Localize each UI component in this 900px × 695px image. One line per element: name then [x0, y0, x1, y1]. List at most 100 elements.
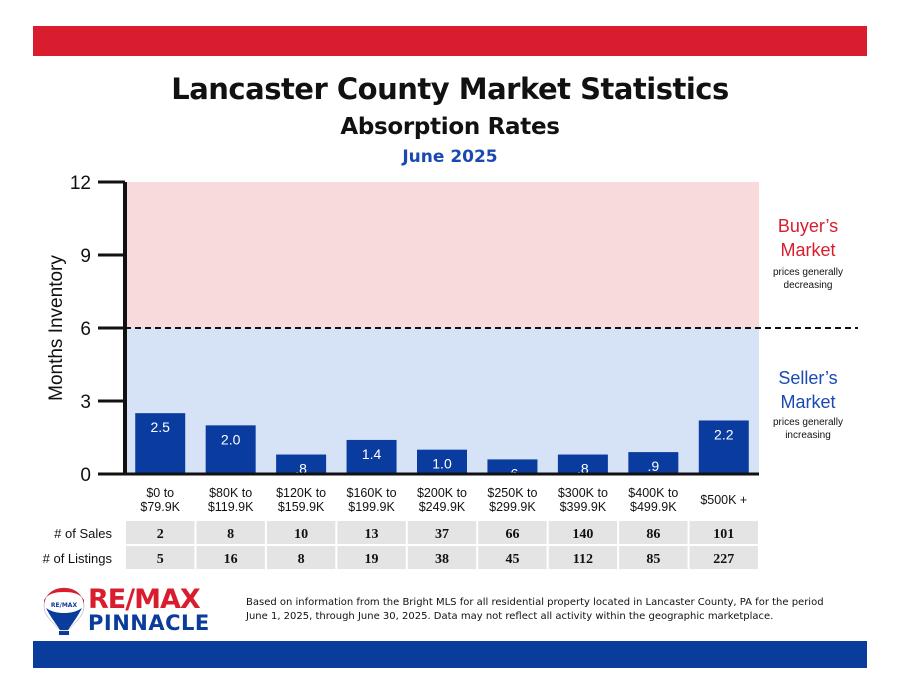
absorption-rate-chart: 2.5 $0 to$79.9K 2.0 $80K to$119.9K .8 $120K t…: [43, 173, 858, 569]
table-cell: [337, 521, 406, 544]
x-tick-label: $160K to: [347, 486, 397, 500]
table-row-label: # of Sales: [54, 526, 112, 541]
x-tick-label: $500K +: [700, 493, 747, 507]
table-cell: [266, 546, 336, 569]
table-cell: [126, 521, 195, 544]
x-tick-label: $499.9K: [630, 500, 677, 514]
buyer-zone-title: Buyer’s: [778, 216, 838, 236]
buyer-zone-title: Market: [780, 240, 835, 260]
bar: [135, 413, 186, 474]
x-tick-label: $159.9K: [278, 500, 325, 514]
bar: [628, 452, 679, 474]
table-cell-value: 140: [572, 527, 593, 542]
table-cell-value: 85: [646, 552, 660, 567]
table-cell: [478, 546, 547, 569]
table-cell: [619, 521, 688, 544]
buyer-market-zone: [125, 182, 759, 328]
bar: [346, 439, 397, 474]
bar: [557, 454, 608, 474]
bar-value-label: 1.4: [362, 446, 382, 462]
table-cell: [126, 546, 195, 569]
x-tick-label: $79.9K: [140, 500, 180, 514]
x-tick-label: $119.9K: [208, 500, 254, 514]
table-row-label: # of Listings: [43, 551, 113, 566]
bar: [487, 459, 538, 474]
bottom-color-band: [33, 641, 867, 668]
x-tick-label: $400K to: [628, 486, 678, 500]
page-title: Lancaster County Market Statistics: [171, 72, 729, 106]
table-cell-value: 10: [294, 527, 308, 542]
y-tick-label: 9: [80, 246, 91, 267]
table-cell-value: 2: [157, 527, 164, 542]
hot-air-balloon-icon: RE/MAX: [43, 587, 85, 635]
buyer-zone-note: decreasing: [784, 280, 833, 291]
table-cell-value: 112: [573, 552, 593, 567]
table-cell-value: 8: [298, 552, 305, 567]
table-cell-value: 38: [435, 552, 449, 567]
x-tick-label: $300K to: [558, 486, 608, 500]
bar-value-label: 2.0: [221, 431, 241, 447]
table-cell: [196, 546, 265, 569]
seller-zone-note: prices generally: [773, 417, 843, 428]
bar: [276, 454, 327, 474]
bar: [205, 425, 256, 474]
x-tick-label: $200K to: [417, 486, 467, 500]
top-color-band: [33, 26, 867, 56]
remax-pinnacle-logo: RE/MAX RE/MAX PINNACLE: [42, 584, 217, 636]
x-tick-label: $299.9K: [489, 500, 536, 514]
y-tick-label: 0: [80, 465, 91, 486]
bar-value-label: .8: [577, 461, 589, 477]
bar-value-label: 2.2: [714, 426, 734, 442]
bar-value-label: .8: [295, 461, 307, 477]
report-period: June 2025: [402, 147, 498, 167]
table-cell-value: 16: [224, 552, 238, 567]
table-cell-value: 5: [157, 552, 164, 567]
bar: [698, 420, 749, 474]
table-cell: [337, 546, 406, 569]
table-cell-value: 13: [365, 527, 379, 542]
table-cell: [689, 521, 758, 544]
y-axis-label: Months Inventory: [46, 255, 67, 401]
table-cell-value: 19: [365, 552, 379, 567]
table-cell: [478, 521, 547, 544]
table-cell: [407, 521, 477, 544]
logo-brand-text: RE/MAX: [88, 584, 201, 615]
table-cell-value: 45: [505, 552, 519, 567]
x-tick-label: $250K to: [487, 486, 537, 500]
table-cell: [548, 521, 618, 544]
table-cell: [407, 546, 477, 569]
balloon-text: RE/MAX: [51, 602, 78, 609]
x-tick-label: $120K to: [276, 486, 326, 500]
x-tick-label: $80K to: [209, 486, 252, 500]
table-cell: [266, 521, 336, 544]
y-tick-label: 3: [80, 392, 91, 413]
buyer-zone-note: prices generally: [773, 267, 843, 278]
footnote-line: June 1, 2025, through June 30, 2025. Dat…: [246, 611, 774, 622]
source-footnote: Based on information from the Bright MLS…: [246, 596, 846, 624]
x-tick-label: $249.9K: [419, 500, 466, 514]
seller-zone-note: increasing: [785, 430, 831, 441]
table-cell-value: 8: [227, 527, 234, 542]
table-cell-value: 66: [505, 527, 519, 542]
seller-zone-title: Market: [780, 392, 835, 412]
seller-zone-title: Seller’s: [778, 368, 837, 388]
x-tick-label: $199.9K: [348, 500, 395, 514]
x-tick-label: $399.9K: [560, 500, 607, 514]
table-cell: [619, 546, 688, 569]
footnote-line: Based on information from the Bright MLS…: [246, 597, 824, 608]
table-cell: [689, 546, 758, 569]
bar: [417, 449, 467, 474]
logo-office-text: PINNACLE: [88, 611, 210, 635]
table-cell-value: 37: [435, 527, 449, 542]
bar-value-label: 1.0: [432, 456, 452, 472]
x-tick-label: $0 to: [146, 486, 174, 500]
table-cell: [196, 521, 265, 544]
y-tick-label: 12: [70, 173, 91, 194]
page-subtitle: Absorption Rates: [340, 114, 560, 140]
table-cell-value: 101: [713, 527, 734, 542]
y-tick-label: 6: [80, 319, 91, 340]
bar-value-label: 2.5: [150, 419, 170, 435]
table-cell-value: 86: [646, 527, 660, 542]
bar-value-label: .9: [647, 458, 659, 474]
table-cell-value: 227: [713, 552, 734, 567]
